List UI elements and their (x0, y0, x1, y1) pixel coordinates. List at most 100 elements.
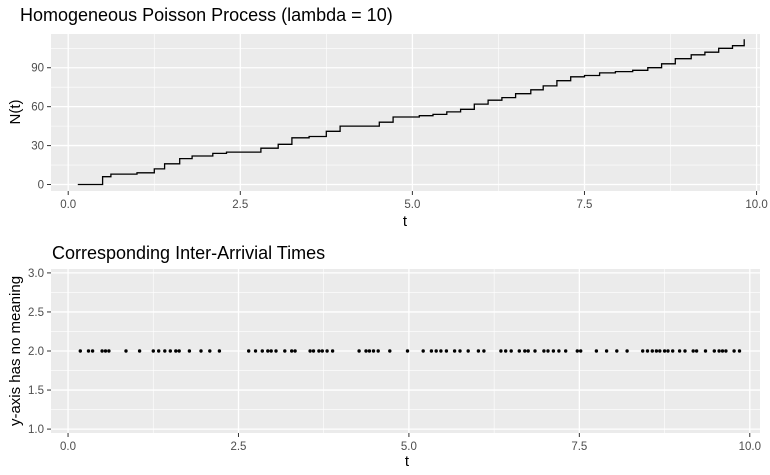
y-tick-label: 60 (31, 102, 44, 114)
series-lines (77, 39, 745, 186)
data-point (100, 349, 104, 353)
x-tick-label: 5.0 (401, 441, 417, 453)
y-tick-label: 2.0 (28, 346, 44, 358)
data-point (157, 349, 161, 353)
x-axis-title: t (405, 453, 410, 470)
poisson-process-chart: Homogeneous Poisson Process (lambda = 10… (7, 5, 768, 230)
y-tick-label: 2.5 (28, 307, 44, 319)
data-point (625, 349, 629, 353)
data-point (482, 349, 486, 353)
x-tick-label: 10.0 (739, 441, 761, 453)
data-point (654, 349, 659, 353)
data-point (311, 349, 316, 353)
data-point (594, 349, 599, 353)
data-point (666, 349, 670, 353)
data-point (444, 349, 449, 353)
data-point (269, 349, 273, 353)
data-point (103, 349, 108, 353)
data-point (677, 349, 682, 353)
data-point (662, 349, 667, 353)
data-point (90, 349, 95, 353)
x-tick-label: 2.5 (232, 199, 248, 211)
data-point (317, 349, 321, 353)
data-point (523, 349, 527, 353)
data-point (217, 349, 222, 353)
y-axis-title: y-axis has no meaning (7, 276, 24, 426)
data-point (253, 349, 258, 353)
data-point (579, 349, 583, 353)
chart-title: Homogeneous Poisson Process (lambda = 10… (20, 5, 393, 25)
data-point (737, 349, 742, 353)
data-point (509, 349, 513, 353)
data-point (168, 349, 172, 353)
x-tick-label: 0.0 (60, 199, 76, 211)
data-point (405, 349, 410, 353)
data-point (476, 349, 481, 353)
data-point (650, 349, 654, 353)
series-line (77, 39, 745, 186)
data-point (546, 349, 550, 353)
data-point (283, 349, 287, 353)
data-point (421, 349, 425, 353)
x-tick-label: 7.5 (571, 441, 587, 453)
data-point (439, 349, 443, 353)
data-point (137, 349, 142, 353)
x-tick-label: 5.0 (404, 199, 420, 211)
data-point (717, 349, 721, 353)
data-point (499, 349, 503, 353)
data-point (557, 349, 561, 353)
data-point (724, 349, 728, 353)
data-point (641, 349, 645, 353)
data-point (325, 349, 329, 353)
data-point (364, 349, 368, 353)
data-point (712, 349, 716, 353)
y-tick-label: 90 (31, 63, 44, 75)
data-point (293, 349, 297, 353)
scatter-points (78, 349, 742, 353)
data-point (533, 349, 537, 353)
data-point (174, 349, 178, 353)
data-point (367, 349, 372, 353)
data-point (615, 349, 619, 353)
data-point (691, 349, 695, 353)
grid-lines (51, 34, 760, 191)
data-point (504, 349, 508, 353)
data-point (78, 349, 83, 353)
data-point (564, 349, 568, 353)
x-tick-label: 7.5 (576, 199, 592, 211)
data-point (86, 349, 91, 353)
data-point (330, 349, 335, 353)
y-tick-label: 1.0 (28, 424, 44, 436)
data-point (274, 349, 278, 353)
data-point (163, 349, 167, 353)
data-point (466, 349, 470, 353)
chart-title: Corresponding Inter-Arrivial Times (52, 243, 325, 263)
data-point (434, 349, 438, 353)
data-point (308, 349, 312, 353)
data-point (371, 349, 376, 353)
data-point (124, 349, 128, 353)
data-point (458, 349, 462, 353)
data-point (575, 349, 579, 353)
data-point (199, 349, 203, 353)
data-point (320, 349, 324, 353)
data-point (551, 349, 556, 353)
data-point (683, 349, 687, 353)
data-point (247, 349, 251, 353)
y-tick-label: 0 (38, 180, 44, 192)
data-point (151, 349, 155, 353)
y-tick-label: 3.0 (28, 268, 44, 280)
plot-panel (51, 34, 760, 191)
data-point (671, 349, 675, 353)
data-point (452, 349, 457, 353)
data-point (732, 349, 736, 353)
x-axis: 0.0 2.5 5.0 7.5 10.0 (60, 191, 768, 211)
data-point (542, 349, 546, 353)
data-point (266, 349, 270, 353)
data-point (429, 349, 434, 353)
data-point (208, 349, 212, 353)
data-point (645, 349, 650, 353)
y-axis: 1.0 1.5 2.0 2.5 3.0 (28, 268, 51, 436)
data-point (517, 349, 521, 353)
data-point (604, 349, 609, 353)
